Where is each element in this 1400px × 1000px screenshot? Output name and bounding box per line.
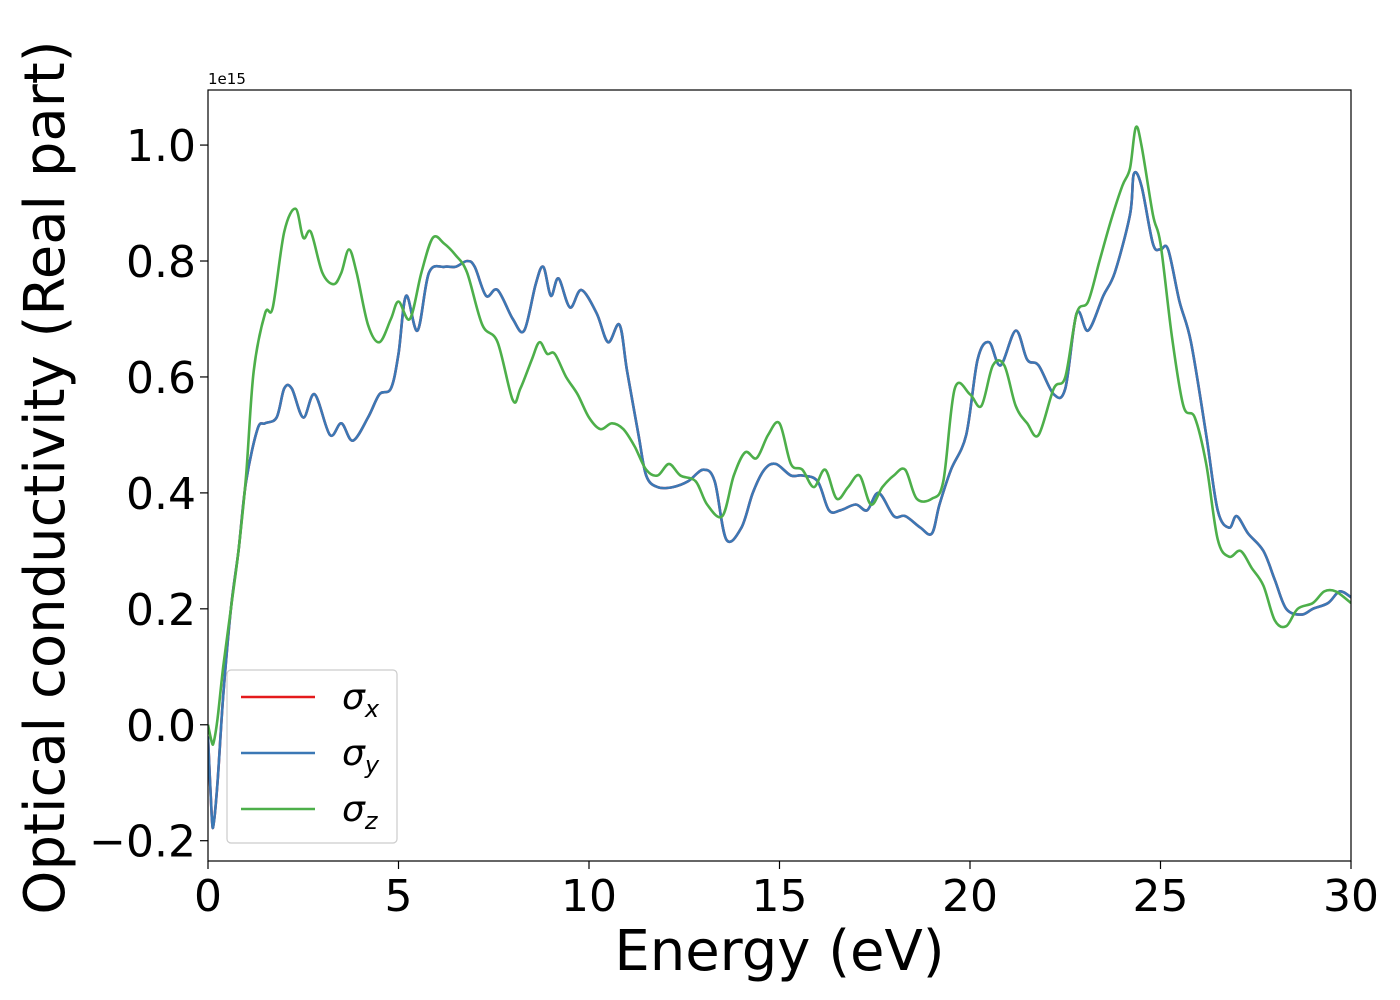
x-tick-label: 5: [385, 871, 413, 922]
y-tick-label: 0.4: [126, 469, 196, 520]
x-tick-label: 15: [752, 871, 808, 922]
legend-label-sigma-z: σz: [342, 789, 379, 835]
x-tick-label: 0: [194, 871, 222, 922]
legend: σx σy σz: [226, 669, 398, 844]
y-tick-label: −0.2: [89, 817, 196, 868]
x-tick-label: 25: [1133, 871, 1189, 922]
series-layer: [208, 125, 1351, 830]
legend-box: [226, 669, 398, 844]
y-tick-label: 1.0: [126, 121, 196, 172]
x-tick-label: 10: [561, 871, 617, 922]
x-tick-label: 30: [1323, 871, 1379, 922]
legend-label-sigma-x: σx: [342, 677, 380, 723]
x-axis-title: Energy (eV): [614, 919, 944, 984]
series-line-sigma-z: [208, 125, 1351, 747]
series-line-sigma-y: [208, 170, 1351, 830]
y-tick-label: 0.0: [126, 701, 196, 752]
y-tick-label: 0.8: [126, 237, 196, 288]
x-tick-label: 20: [942, 871, 998, 922]
y-axis-title: Optical conductivity (Real part): [13, 40, 78, 914]
y-tick-label: 0.2: [126, 585, 196, 636]
y-offset-label: 1e15: [208, 70, 246, 88]
legend-label-sigma-y: σy: [342, 733, 380, 779]
ticks-layer: 0 5 10 15 20 25 30 −0.2 0.0 0.2 0.4 0.6 0.8 1.0: [89, 121, 1379, 922]
y-tick-label: 0.6: [126, 353, 196, 404]
